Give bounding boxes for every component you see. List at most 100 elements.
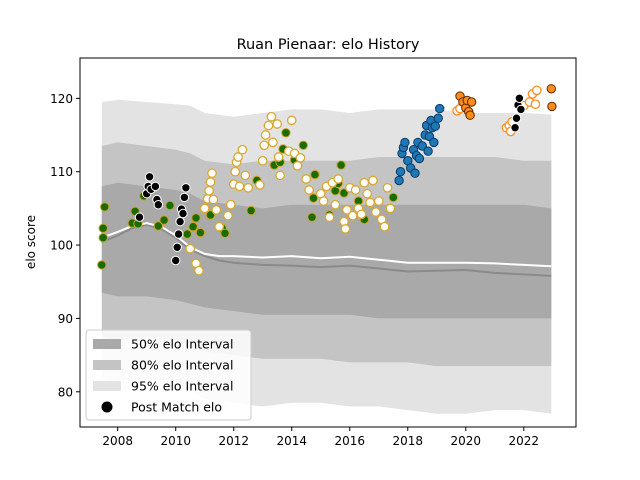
- post-match-point: [211, 205, 222, 215]
- legend-swatch: [93, 339, 121, 349]
- post-match-point: [179, 192, 190, 203]
- post-match-point: [510, 123, 520, 133]
- post-match-point: [286, 115, 297, 126]
- post-match-point: [273, 152, 284, 162]
- post-match-point: [97, 260, 107, 270]
- post-match-point: [230, 166, 241, 177]
- y-tick-label: 100: [50, 239, 73, 253]
- y-axis: 80 90 100 110 120: [50, 92, 80, 399]
- post-match-point: [165, 200, 175, 211]
- post-match-point: [150, 181, 161, 192]
- post-match-point: [194, 265, 204, 276]
- post-match-point: [347, 210, 358, 221]
- post-match-point: [178, 208, 188, 219]
- post-match-point: [237, 144, 248, 155]
- x-axis: 2008 2010 2012 2014 2016 2018 2020 2022: [102, 427, 539, 448]
- legend-box: [85, 329, 252, 421]
- post-match-point: [359, 177, 370, 188]
- y-tick-label: 110: [50, 165, 73, 179]
- post-match-point: [233, 152, 243, 162]
- post-match-point: [516, 104, 526, 115]
- post-match-point: [379, 221, 390, 232]
- post-match-point: [281, 128, 291, 138]
- post-match-point: [257, 155, 268, 166]
- post-match-point: [340, 224, 351, 234]
- post-match-point: [207, 168, 217, 179]
- post-match-point: [330, 199, 341, 210]
- post-match-point: [423, 146, 433, 156]
- legend-swatch: [93, 360, 121, 370]
- post-match-point: [373, 196, 384, 206]
- elo-lines: [101, 222, 552, 277]
- post-match-point: [308, 193, 319, 203]
- post-match-point: [342, 205, 352, 215]
- post-match-point: [371, 207, 381, 217]
- post-match-point: [394, 175, 404, 186]
- legend: 50% elo Interval 80% elo Interval 95% elo …: [85, 329, 252, 421]
- y-tick-label: 120: [50, 92, 73, 106]
- post-match-point: [185, 243, 196, 254]
- post-match-point: [429, 137, 439, 148]
- post-match-point: [181, 183, 191, 193]
- post-match-point: [234, 181, 245, 192]
- x-tick-label: 2014: [276, 434, 307, 448]
- post-match-point: [182, 229, 193, 239]
- post-match-point: [301, 174, 312, 184]
- post-match-point: [310, 169, 320, 180]
- post-match-point: [307, 212, 317, 222]
- legend-label: 80% elo Interval: [131, 358, 233, 373]
- plot-frame: [79, 57, 577, 428]
- legend-swatch: [93, 381, 121, 391]
- post-match-point: [266, 111, 277, 122]
- post-match-point: [295, 152, 306, 163]
- post-match-point: [98, 223, 108, 233]
- post-match-point: [259, 140, 270, 151]
- mean-elo-line: [101, 222, 552, 268]
- post-match-point: [208, 194, 219, 205]
- y-tick-label: 80: [58, 385, 73, 399]
- post-match-point: [546, 84, 556, 94]
- legend-marker: [101, 401, 113, 413]
- post-match-point: [272, 119, 283, 129]
- post-match-point: [382, 182, 393, 193]
- legend-label: 95% elo Interval: [131, 379, 233, 394]
- post-match-point: [171, 255, 181, 266]
- post-match-point: [466, 97, 477, 107]
- y-tick-label: 90: [58, 312, 73, 326]
- post-match-point: [531, 85, 542, 96]
- x-tick-label: 2008: [102, 434, 133, 448]
- post-match-point: [246, 205, 256, 216]
- post-match-point: [159, 215, 169, 225]
- post-match-point: [333, 174, 344, 184]
- x-tick-label: 2022: [509, 434, 540, 448]
- x-tick-label: 2010: [160, 434, 191, 448]
- post-match-point: [336, 160, 346, 170]
- post-match-point: [400, 137, 410, 148]
- post-match-point: [414, 153, 425, 164]
- post-match-point: [304, 185, 314, 195]
- post-match-point: [435, 103, 445, 114]
- post-match-point: [324, 212, 335, 223]
- post-match-point: [188, 222, 198, 232]
- post-match-point: [195, 227, 206, 238]
- post-match-point: [417, 141, 427, 151]
- post-match-point: [199, 203, 210, 214]
- post-match-point: [240, 170, 251, 181]
- post-match-point: [430, 121, 440, 131]
- post-match-point: [153, 200, 164, 210]
- post-match-point: [318, 196, 329, 206]
- post-match-point: [220, 228, 230, 239]
- post-match-point: [433, 113, 443, 123]
- post-match-point: [98, 233, 108, 243]
- post-match-point: [368, 175, 378, 186]
- post-match-point: [260, 130, 271, 140]
- median-elo-line: [101, 223, 552, 277]
- post-match-point: [205, 177, 216, 187]
- post-match-point: [204, 185, 214, 196]
- post-match-points: [97, 84, 557, 276]
- post-match-point: [223, 210, 233, 221]
- post-match-point: [134, 212, 145, 222]
- post-match-point: [275, 170, 285, 181]
- post-match-point: [263, 120, 274, 131]
- post-match-point: [385, 203, 396, 214]
